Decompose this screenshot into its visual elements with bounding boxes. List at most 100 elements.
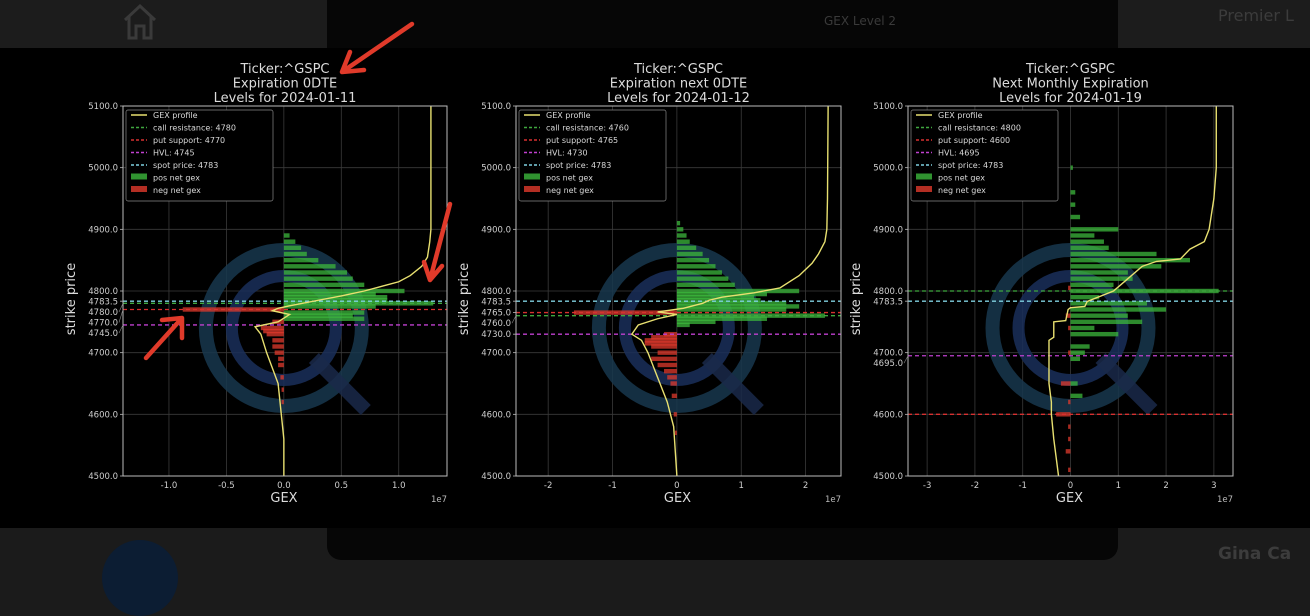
chart-title-line: Levels for 2024-01-19	[999, 91, 1142, 106]
x-tick-label: 2	[1163, 481, 1168, 491]
legend-swatch	[524, 186, 540, 192]
legend-swatch	[524, 173, 540, 180]
legend-box	[910, 109, 1059, 202]
legend-entry: spot price: 4783	[938, 161, 1003, 170]
y-axis-label: strike price	[457, 263, 472, 335]
pos-net-gex-bar	[1070, 331, 1119, 337]
neg-net-gex-bar	[670, 381, 677, 386]
pos-net-gex-bar	[676, 316, 767, 321]
y-tick-leader	[118, 303, 124, 313]
y-tick-label: 4770.0	[88, 319, 118, 329]
y-tick-label: 4500.0	[88, 472, 118, 482]
y-tick-leader	[118, 324, 124, 334]
neg-net-gex-bar	[182, 307, 284, 312]
chart-title-line: Expiration 0DTE	[233, 77, 338, 92]
x-tick-label: 0.5	[335, 481, 349, 491]
pos-net-gex-bar	[1070, 202, 1076, 207]
pos-net-gex-bar	[283, 233, 290, 238]
pos-net-gex-bar	[676, 276, 729, 281]
legend-entry: call resistance: 4780	[153, 124, 236, 133]
legend-entry: put support: 4765	[546, 136, 618, 145]
x-scale-label: 1e7	[1217, 495, 1233, 505]
y-tick-label: 5100.0	[873, 102, 903, 112]
pos-net-gex-bar	[283, 304, 376, 309]
x-tick-label: 3	[1211, 481, 1216, 491]
watermark-logo-inner-ring	[1012, 270, 1129, 386]
y-tick-label: 4700.0	[481, 349, 511, 359]
y-tick-label: 4765.0	[481, 309, 511, 319]
legend: GEX profile call resistance: 4800 put supp…	[910, 109, 1059, 202]
pos-net-gex-bar	[1070, 325, 1095, 331]
chart-title-line: Next Monthly Expiration	[992, 77, 1149, 92]
legend-entry: GEX profile	[938, 111, 983, 120]
y-tick-label: 4800.0	[873, 287, 903, 297]
x-tick-label: 2	[803, 481, 808, 491]
y-tick-label: 4500.0	[481, 472, 511, 482]
y-tick-label: 5000.0	[481, 164, 511, 174]
legend-entry: call resistance: 4800	[938, 124, 1021, 133]
legend-swatch	[131, 186, 147, 192]
legend-swatch	[916, 186, 932, 192]
x-tick-label: 1.0	[392, 481, 406, 491]
y-tick-label: 4600.0	[873, 410, 903, 420]
gex-profile-line	[1048, 106, 1217, 477]
y-tick-label: 4900.0	[88, 225, 118, 235]
legend-entry: put support: 4770	[153, 136, 225, 145]
legend-entry: GEX profile	[546, 111, 591, 120]
neg-net-gex-bar	[657, 350, 677, 355]
pos-net-gex-bar	[1070, 245, 1109, 251]
y-tick-label: 4800.0	[481, 287, 511, 297]
pos-net-gex-bar	[283, 298, 388, 303]
home-icon[interactable]	[122, 2, 158, 40]
x-axis-label: GEX	[1056, 491, 1083, 506]
x-tick-label: 1	[739, 481, 744, 491]
watermark-logo-inner-ring	[225, 270, 342, 386]
chart-title-line: Levels for 2024-01-12	[607, 91, 750, 106]
annotation-arrow	[143, 315, 185, 361]
y-tick-leader	[118, 309, 124, 323]
y-tick-leader	[903, 355, 909, 364]
pos-net-gex-bar	[1070, 319, 1143, 325]
background-panel-title: GEX Level 2	[823, 14, 897, 28]
pos-net-gex-bar	[1070, 165, 1073, 170]
legend-entry: pos net gex	[153, 174, 200, 183]
pos-net-gex-bar	[1070, 307, 1167, 312]
neg-net-gex-bar	[644, 341, 677, 346]
y-tick-label: 4900.0	[481, 225, 511, 235]
legend-entry: put support: 4600	[938, 136, 1010, 145]
legend-entry: pos net gex	[938, 174, 985, 183]
neg-net-gex-bar	[1068, 436, 1071, 442]
legend-swatch	[131, 173, 147, 180]
neg-net-gex-bar	[1068, 467, 1071, 473]
neg-net-gex-bar	[272, 338, 284, 343]
watermark-logo-tail	[1095, 353, 1158, 415]
pos-net-gex-bar	[283, 251, 307, 257]
legend-entry: neg net gex	[938, 186, 986, 195]
neg-net-gex-bar	[671, 393, 677, 399]
pos-net-gex-bar	[283, 313, 353, 318]
x-scale-label: 1e7	[825, 495, 841, 505]
pos-net-gex-bar	[1070, 190, 1076, 195]
pos-net-gex-bar	[1070, 214, 1081, 220]
y-tick-label: 5100.0	[481, 102, 511, 112]
pos-net-gex-bar	[676, 239, 690, 244]
legend-entry: spot price: 4783	[546, 161, 611, 170]
pos-net-gex-bar	[283, 316, 365, 321]
neg-net-gex-bar	[1068, 424, 1071, 429]
pos-net-gex-bar	[1070, 301, 1147, 306]
y-tick-label: 4600.0	[481, 410, 511, 420]
watermark-logo-inner-ring	[618, 270, 735, 386]
neg-net-gex-bar	[664, 368, 677, 374]
neg-net-gex-bar	[263, 328, 284, 334]
pos-net-gex-bar	[1070, 356, 1081, 362]
x-tick-label: -0.5	[218, 481, 235, 491]
y-tick-label: 4600.0	[88, 410, 118, 420]
pos-net-gex-bar	[676, 294, 755, 300]
legend: GEX profile call resistance: 4780 put supp…	[125, 109, 274, 202]
watermark-logo-tail	[701, 353, 764, 415]
annotation-arrow	[339, 21, 415, 75]
y-tick-label: 4500.0	[873, 472, 903, 482]
pos-net-gex-bar	[283, 288, 405, 294]
x-tick-label: -1.0	[161, 481, 178, 491]
